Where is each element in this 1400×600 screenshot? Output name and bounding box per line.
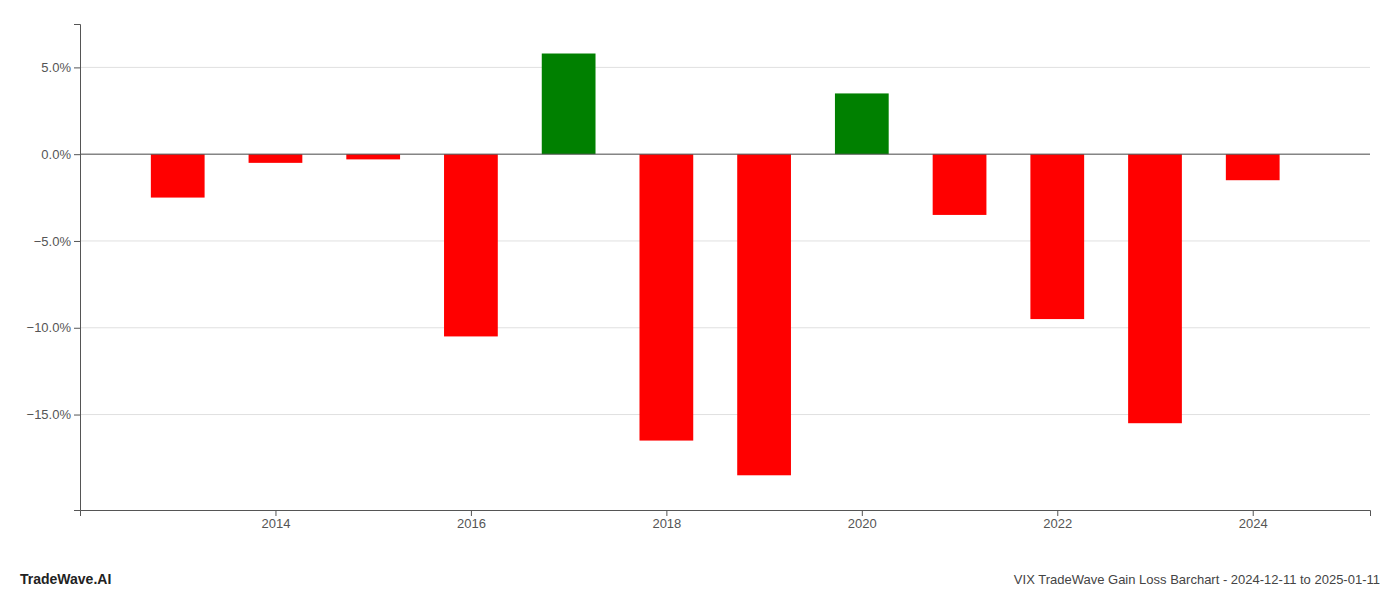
chart: 5.0% 0.0% −5.0% −10.0% −15.0% 2014 2016 2018 202… xyxy=(0,0,1400,600)
x-axis: 2014 2016 2018 2020 2022 2024 xyxy=(81,510,1371,531)
x-tick-mark xyxy=(1057,510,1058,516)
bars xyxy=(151,54,1280,476)
y-tick-mark xyxy=(74,415,80,416)
x-tick-mark xyxy=(1253,510,1254,516)
y-tick-label: −10.0% xyxy=(27,320,72,335)
title: VIX TradeWave Gain Loss Barchart - 2024-… xyxy=(1014,572,1380,587)
bar xyxy=(737,154,791,475)
x-tick-label: 2016 xyxy=(457,516,486,531)
y-axis: 5.0% 0.0% −5.0% −10.0% −15.0% xyxy=(27,25,81,511)
x-tick-mark xyxy=(275,510,276,516)
grid-line xyxy=(80,154,1370,155)
grid-line xyxy=(80,67,1370,68)
y-tick-label: 5.0% xyxy=(41,60,71,75)
y-tick: −10.0% xyxy=(27,320,80,335)
x-tick: 2022 xyxy=(1043,510,1072,531)
y-tick-mark xyxy=(74,328,80,329)
watermark: TradeWave.AI xyxy=(20,571,111,587)
y-tick: 0.0% xyxy=(41,147,80,162)
y-tick-label: 0.0% xyxy=(41,147,71,162)
x-tick: 2014 xyxy=(261,510,290,531)
x-tick: 2018 xyxy=(652,510,681,531)
bar xyxy=(1030,154,1084,319)
bar xyxy=(444,154,498,336)
bar xyxy=(835,93,889,154)
bar xyxy=(1128,154,1182,423)
bar xyxy=(249,154,303,163)
x-tick: 2024 xyxy=(1239,510,1268,531)
x-tick-label: 2014 xyxy=(261,516,290,531)
x-tick-mark xyxy=(666,510,667,516)
y-tick-label: −5.0% xyxy=(34,234,72,249)
x-tick: 2020 xyxy=(848,510,877,531)
y-tick-label: −15.0% xyxy=(27,407,72,422)
chart-container: 5.0% 0.0% −5.0% −10.0% −15.0% 2014 2016 2018 202… xyxy=(0,0,1400,600)
bar xyxy=(933,154,987,215)
x-tick-label: 2022 xyxy=(1043,516,1072,531)
bar xyxy=(639,154,693,440)
bar xyxy=(542,54,596,155)
bar xyxy=(346,154,400,159)
x-tick-mark xyxy=(862,510,863,516)
y-axis-line xyxy=(74,25,81,511)
x-tick-label: 2020 xyxy=(848,516,877,531)
y-tick: 5.0% xyxy=(41,60,80,75)
x-tick-label: 2024 xyxy=(1239,516,1268,531)
y-tick: −5.0% xyxy=(34,234,80,249)
x-axis-line xyxy=(81,511,1371,517)
y-tick-mark xyxy=(74,67,80,68)
x-tick-mark xyxy=(471,510,472,516)
x-tick-label: 2018 xyxy=(652,516,681,531)
bar xyxy=(151,154,205,197)
y-tick: −15.0% xyxy=(27,407,80,422)
y-tick-mark xyxy=(74,241,80,242)
x-tick: 2016 xyxy=(457,510,486,531)
zero-line xyxy=(80,154,1370,155)
bar xyxy=(1226,154,1280,180)
y-tick-mark xyxy=(74,154,80,155)
